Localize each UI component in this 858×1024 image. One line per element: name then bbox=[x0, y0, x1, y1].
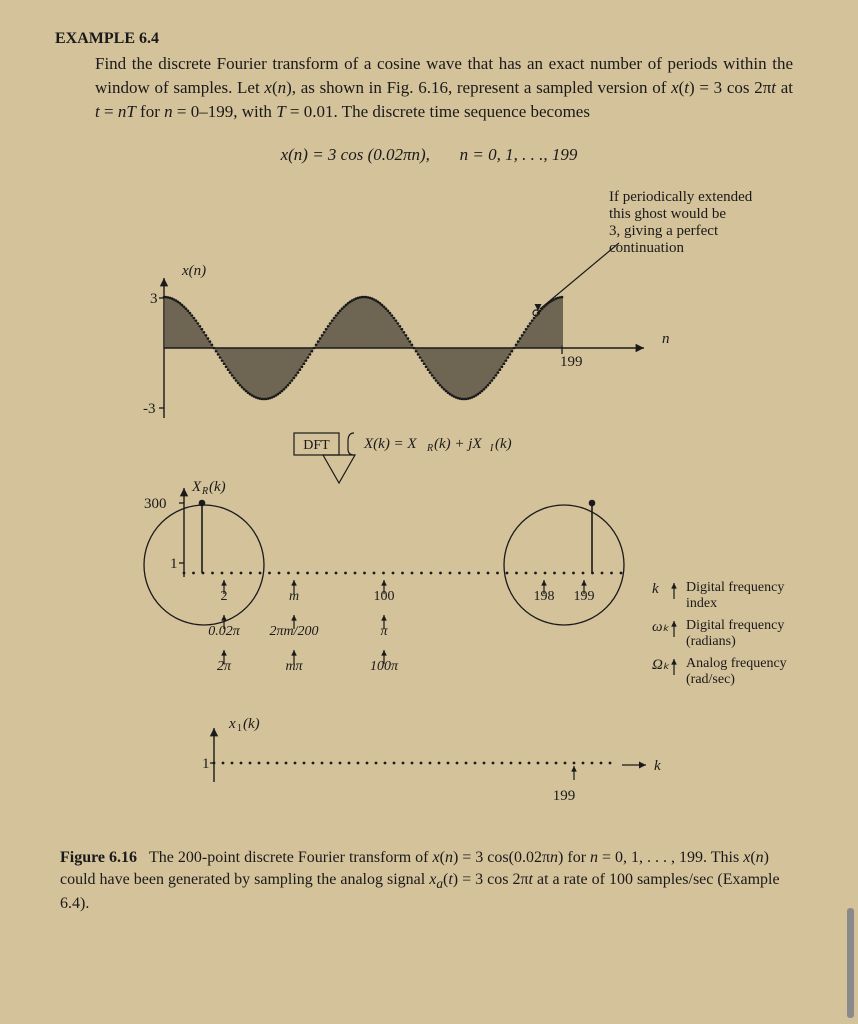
svg-text:I: I bbox=[489, 443, 494, 454]
svg-text:300: 300 bbox=[144, 496, 167, 512]
svg-text:0.02π: 0.02π bbox=[208, 624, 241, 639]
svg-text:198: 198 bbox=[534, 589, 555, 604]
svg-text:2πm/200: 2πm/200 bbox=[269, 624, 318, 639]
caption-label: Figure 6.16 bbox=[60, 849, 137, 866]
svg-text:2π: 2π bbox=[217, 659, 232, 674]
svg-text:continuation: continuation bbox=[609, 240, 684, 256]
equation-lhs: x(n) = 3 cos (0.02πn), bbox=[281, 145, 430, 164]
svg-text:DFT: DFT bbox=[303, 438, 330, 453]
svg-text:100π: 100π bbox=[370, 659, 399, 674]
svg-text:X: X bbox=[191, 479, 202, 495]
svg-text:k: k bbox=[654, 758, 661, 774]
svg-text:Ωₖ: Ωₖ bbox=[652, 657, 670, 673]
example-paragraph: Find the discrete Fourier transform of a… bbox=[95, 52, 793, 123]
svg-text:1: 1 bbox=[237, 723, 242, 734]
svg-text:(k) + jX: (k) + jX bbox=[434, 436, 482, 452]
caption-text: The 200-point discrete Fourier transform… bbox=[60, 849, 780, 912]
svg-text:Analog frequency: Analog frequency bbox=[686, 656, 787, 671]
svg-text:If periodically extended: If periodically extended bbox=[609, 189, 753, 205]
svg-text:(rad/sec): (rad/sec) bbox=[686, 672, 735, 687]
svg-text:index: index bbox=[686, 596, 717, 611]
example-heading: EXAMPLE 6.4 bbox=[55, 30, 803, 48]
figure-6-16: If periodically extendedthis ghost would… bbox=[64, 183, 794, 833]
svg-text:Digital frequency: Digital frequency bbox=[686, 618, 784, 633]
scroll-indicator[interactable] bbox=[847, 908, 854, 1018]
equation-rhs: n = 0, 1, . . ., 199 bbox=[460, 145, 578, 164]
svg-text:-3: -3 bbox=[143, 401, 156, 417]
svg-text:R: R bbox=[201, 486, 208, 497]
svg-text:(k): (k) bbox=[495, 436, 512, 452]
svg-text:x(n): x(n) bbox=[181, 263, 206, 279]
svg-text:199: 199 bbox=[574, 589, 595, 604]
svg-text:3: 3 bbox=[150, 291, 158, 307]
svg-text:(k): (k) bbox=[209, 479, 226, 495]
svg-text:(k): (k) bbox=[243, 716, 260, 732]
svg-text:1: 1 bbox=[170, 556, 178, 572]
svg-text:n: n bbox=[662, 331, 670, 347]
svg-text:(radians): (radians) bbox=[686, 634, 736, 649]
svg-text:k: k bbox=[652, 581, 659, 597]
svg-text:mπ: mπ bbox=[285, 659, 303, 674]
svg-text:100: 100 bbox=[374, 589, 395, 604]
svg-text:3, giving a perfect: 3, giving a perfect bbox=[609, 223, 719, 239]
svg-text:199: 199 bbox=[560, 354, 583, 370]
svg-text:199: 199 bbox=[553, 788, 576, 804]
svg-text:Digital frequency: Digital frequency bbox=[686, 580, 784, 595]
svg-text:this ghost would be: this ghost would be bbox=[609, 206, 726, 222]
svg-text:2: 2 bbox=[221, 589, 228, 604]
svg-text:π: π bbox=[380, 624, 388, 639]
svg-text:x: x bbox=[228, 716, 236, 732]
equation: x(n) = 3 cos (0.02πn), n = 0, 1, . . ., … bbox=[55, 145, 803, 165]
svg-text:ωₖ: ωₖ bbox=[652, 619, 670, 635]
svg-text:R: R bbox=[426, 443, 433, 454]
svg-text:X(k) = X: X(k) = X bbox=[363, 436, 417, 452]
svg-text:m: m bbox=[289, 589, 299, 604]
figure-caption: Figure 6.16 The 200-point discrete Fouri… bbox=[60, 847, 798, 914]
svg-text:1: 1 bbox=[202, 756, 210, 772]
